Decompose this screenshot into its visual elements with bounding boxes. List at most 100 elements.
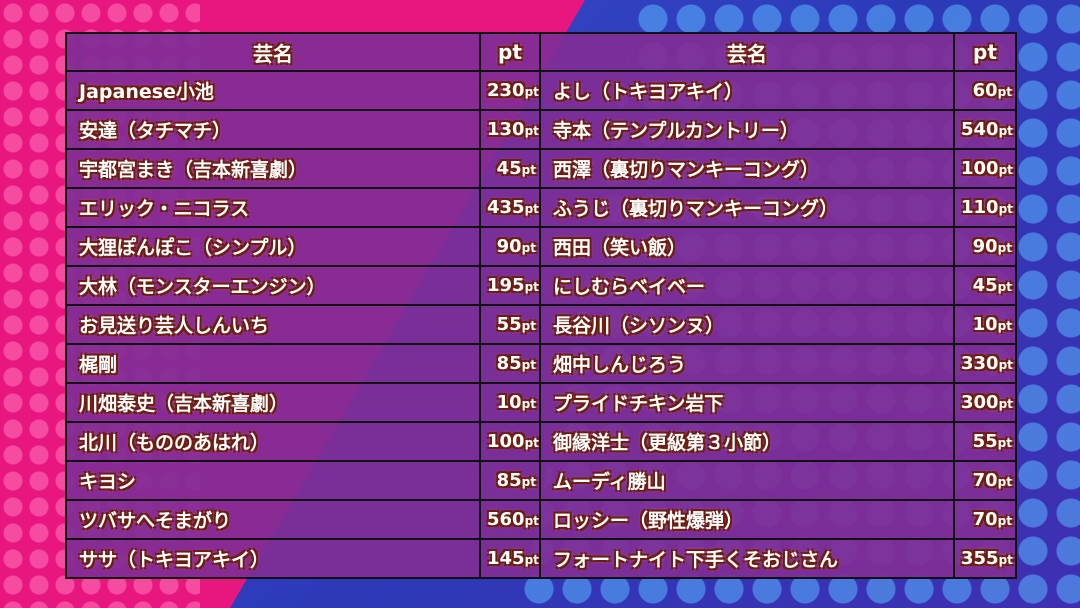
entertainer-name-left: 大狸ぽんぽこ（シンプル）: [65, 226, 481, 267]
points-right: 355pt: [953, 538, 1017, 579]
points-value: 540: [961, 119, 999, 140]
points-value: 100: [487, 431, 525, 452]
points-left: 85pt: [479, 343, 541, 384]
points-right: 90pt: [953, 226, 1017, 267]
entertainer-name-right: にしむらベイベー: [539, 265, 955, 306]
points-value: 55: [496, 314, 522, 335]
points-value: 330: [961, 353, 999, 374]
entertainer-name-right: 御縁洋士（更級第３小節）: [539, 421, 955, 462]
entertainer-name-right: ロッシー（野性爆弾）: [539, 499, 955, 540]
points-table: 芸名 pt 芸名 pt Japanese小池 230pt よし（トキヨアキイ） 60p…: [65, 32, 1017, 579]
points-right: 70pt: [953, 499, 1017, 540]
entertainer-name-left: 宇都宮まき（吉本新喜劇）: [65, 148, 481, 189]
points-unit: pt: [521, 319, 536, 333]
entertainer-name-right: 西澤（裏切りマンキーコング）: [539, 148, 955, 189]
points-right: 300pt: [953, 382, 1017, 423]
points-value: 85: [496, 353, 522, 374]
points-unit: pt: [521, 163, 536, 177]
points-value: 130: [487, 119, 525, 140]
table-header-row: 芸名 pt 芸名 pt: [65, 32, 1017, 72]
points-unit: pt: [524, 514, 539, 528]
points-unit: pt: [997, 436, 1012, 450]
points-value: 70: [972, 509, 998, 530]
entertainer-name-left: 川畑泰史（吉本新喜劇）: [65, 382, 481, 423]
entertainer-name-left: 北川（もののあはれ）: [65, 421, 481, 462]
entertainer-name-right: 長谷川（シソンヌ）: [539, 304, 955, 345]
points-value: 70: [972, 470, 998, 491]
points-unit: pt: [521, 397, 536, 411]
points-left: 435pt: [479, 187, 541, 228]
header-pt-right: pt: [953, 32, 1017, 72]
points-right: 55pt: [953, 421, 1017, 462]
points-right: 100pt: [953, 148, 1017, 189]
entertainer-name-right: プライドチキン岩下: [539, 382, 955, 423]
points-unit: pt: [521, 475, 536, 489]
points-right: 540pt: [953, 109, 1017, 150]
table-row: 宇都宮まき（吉本新喜劇） 45pt 西澤（裏切りマンキーコング） 100pt: [65, 148, 1017, 189]
points-value: 45: [496, 158, 522, 179]
points-right: 70pt: [953, 460, 1017, 501]
points-unit: pt: [997, 85, 1012, 99]
entertainer-name-left: ササ（トキヨアキイ）: [65, 538, 481, 579]
points-unit: pt: [524, 85, 539, 99]
table-row: 大狸ぽんぽこ（シンプル） 90pt 西田（笑い飯） 90pt: [65, 226, 1017, 267]
points-unit: pt: [997, 475, 1012, 489]
points-unit: pt: [524, 124, 539, 138]
entertainer-name-left: 安達（タチマチ）: [65, 109, 481, 150]
points-value: 10: [496, 392, 522, 413]
points-unit: pt: [524, 553, 539, 567]
entertainer-name-right: 畑中しんじろう: [539, 343, 955, 384]
entertainer-name-left: ツバサへそまがり: [65, 499, 481, 540]
entertainer-name-right: フォートナイト下手くそおじさん: [539, 538, 955, 579]
points-value: 230: [487, 80, 525, 101]
table-row: ツバサへそまがり 560pt ロッシー（野性爆弾） 70pt: [65, 499, 1017, 540]
points-value: 45: [972, 275, 998, 296]
points-value: 145: [487, 548, 525, 569]
table-row: 大林（モンスターエンジン） 195pt にしむらベイベー 45pt: [65, 265, 1017, 306]
entertainer-name-left: 梶剛: [65, 343, 481, 384]
entertainer-name-right: ムーディ勝山: [539, 460, 955, 501]
points-right: 45pt: [953, 265, 1017, 306]
points-unit: pt: [524, 280, 539, 294]
points-unit: pt: [997, 319, 1012, 333]
points-left: 45pt: [479, 148, 541, 189]
table-row: 梶剛 85pt 畑中しんじろう 330pt: [65, 343, 1017, 384]
table-row: 北川（もののあはれ） 100 pt 御縁洋士（更級第３小節） 55pt: [65, 421, 1017, 462]
points-value: 10: [972, 314, 998, 335]
table-row: エリック・ニコラス 435pt ふうじ（裏切りマンキーコング） 110pt: [65, 187, 1017, 228]
points-value: 90: [972, 236, 998, 257]
entertainer-name-left: エリック・ニコラス: [65, 187, 481, 228]
points-left: 195pt: [479, 265, 541, 306]
entertainer-name-right: 西田（笑い飯）: [539, 226, 955, 267]
points-unit: pt: [998, 397, 1013, 411]
table-row: キヨシ 85pt ムーディ勝山 70pt: [65, 460, 1017, 501]
points-value: 195: [487, 275, 525, 296]
points-value: 355: [961, 548, 999, 569]
points-value: 300: [961, 392, 999, 413]
entertainer-name-right: よし（トキヨアキイ）: [539, 70, 955, 111]
table-row: 川畑泰史（吉本新喜劇） 10pt プライドチキン岩下 300pt: [65, 382, 1017, 423]
entertainer-name-left: キヨシ: [65, 460, 481, 501]
table-row: Japanese小池 230pt よし（トキヨアキイ） 60pt: [65, 70, 1017, 111]
points-left: 130pt: [479, 109, 541, 150]
points-value: 100: [961, 158, 999, 179]
points-left: 90pt: [479, 226, 541, 267]
points-left: 560pt: [479, 499, 541, 540]
points-unit: pt: [521, 241, 536, 255]
points-unit: pt: [998, 202, 1013, 216]
entertainer-name-right: ふうじ（裏切りマンキーコング）: [539, 187, 955, 228]
points-unit: pt: [998, 124, 1013, 138]
table-row: 安達（タチマチ） 130pt 寺本（テンプルカントリー） 540pt: [65, 109, 1017, 150]
points-unit: pt: [998, 553, 1013, 567]
points-value: 435: [487, 197, 525, 218]
points-unit: pt: [997, 280, 1012, 294]
points-unit: pt: [997, 514, 1012, 528]
points-right: 60pt: [953, 70, 1017, 111]
points-left: 145pt: [479, 538, 541, 579]
points-value: 110: [961, 197, 999, 218]
points-left: 55pt: [479, 304, 541, 345]
table-row: お見送り芸人しんいち 55pt 長谷川（シソンヌ） 10pt: [65, 304, 1017, 345]
points-value: 85: [496, 470, 522, 491]
points-value: 55: [972, 431, 998, 452]
points-left: 85pt: [479, 460, 541, 501]
